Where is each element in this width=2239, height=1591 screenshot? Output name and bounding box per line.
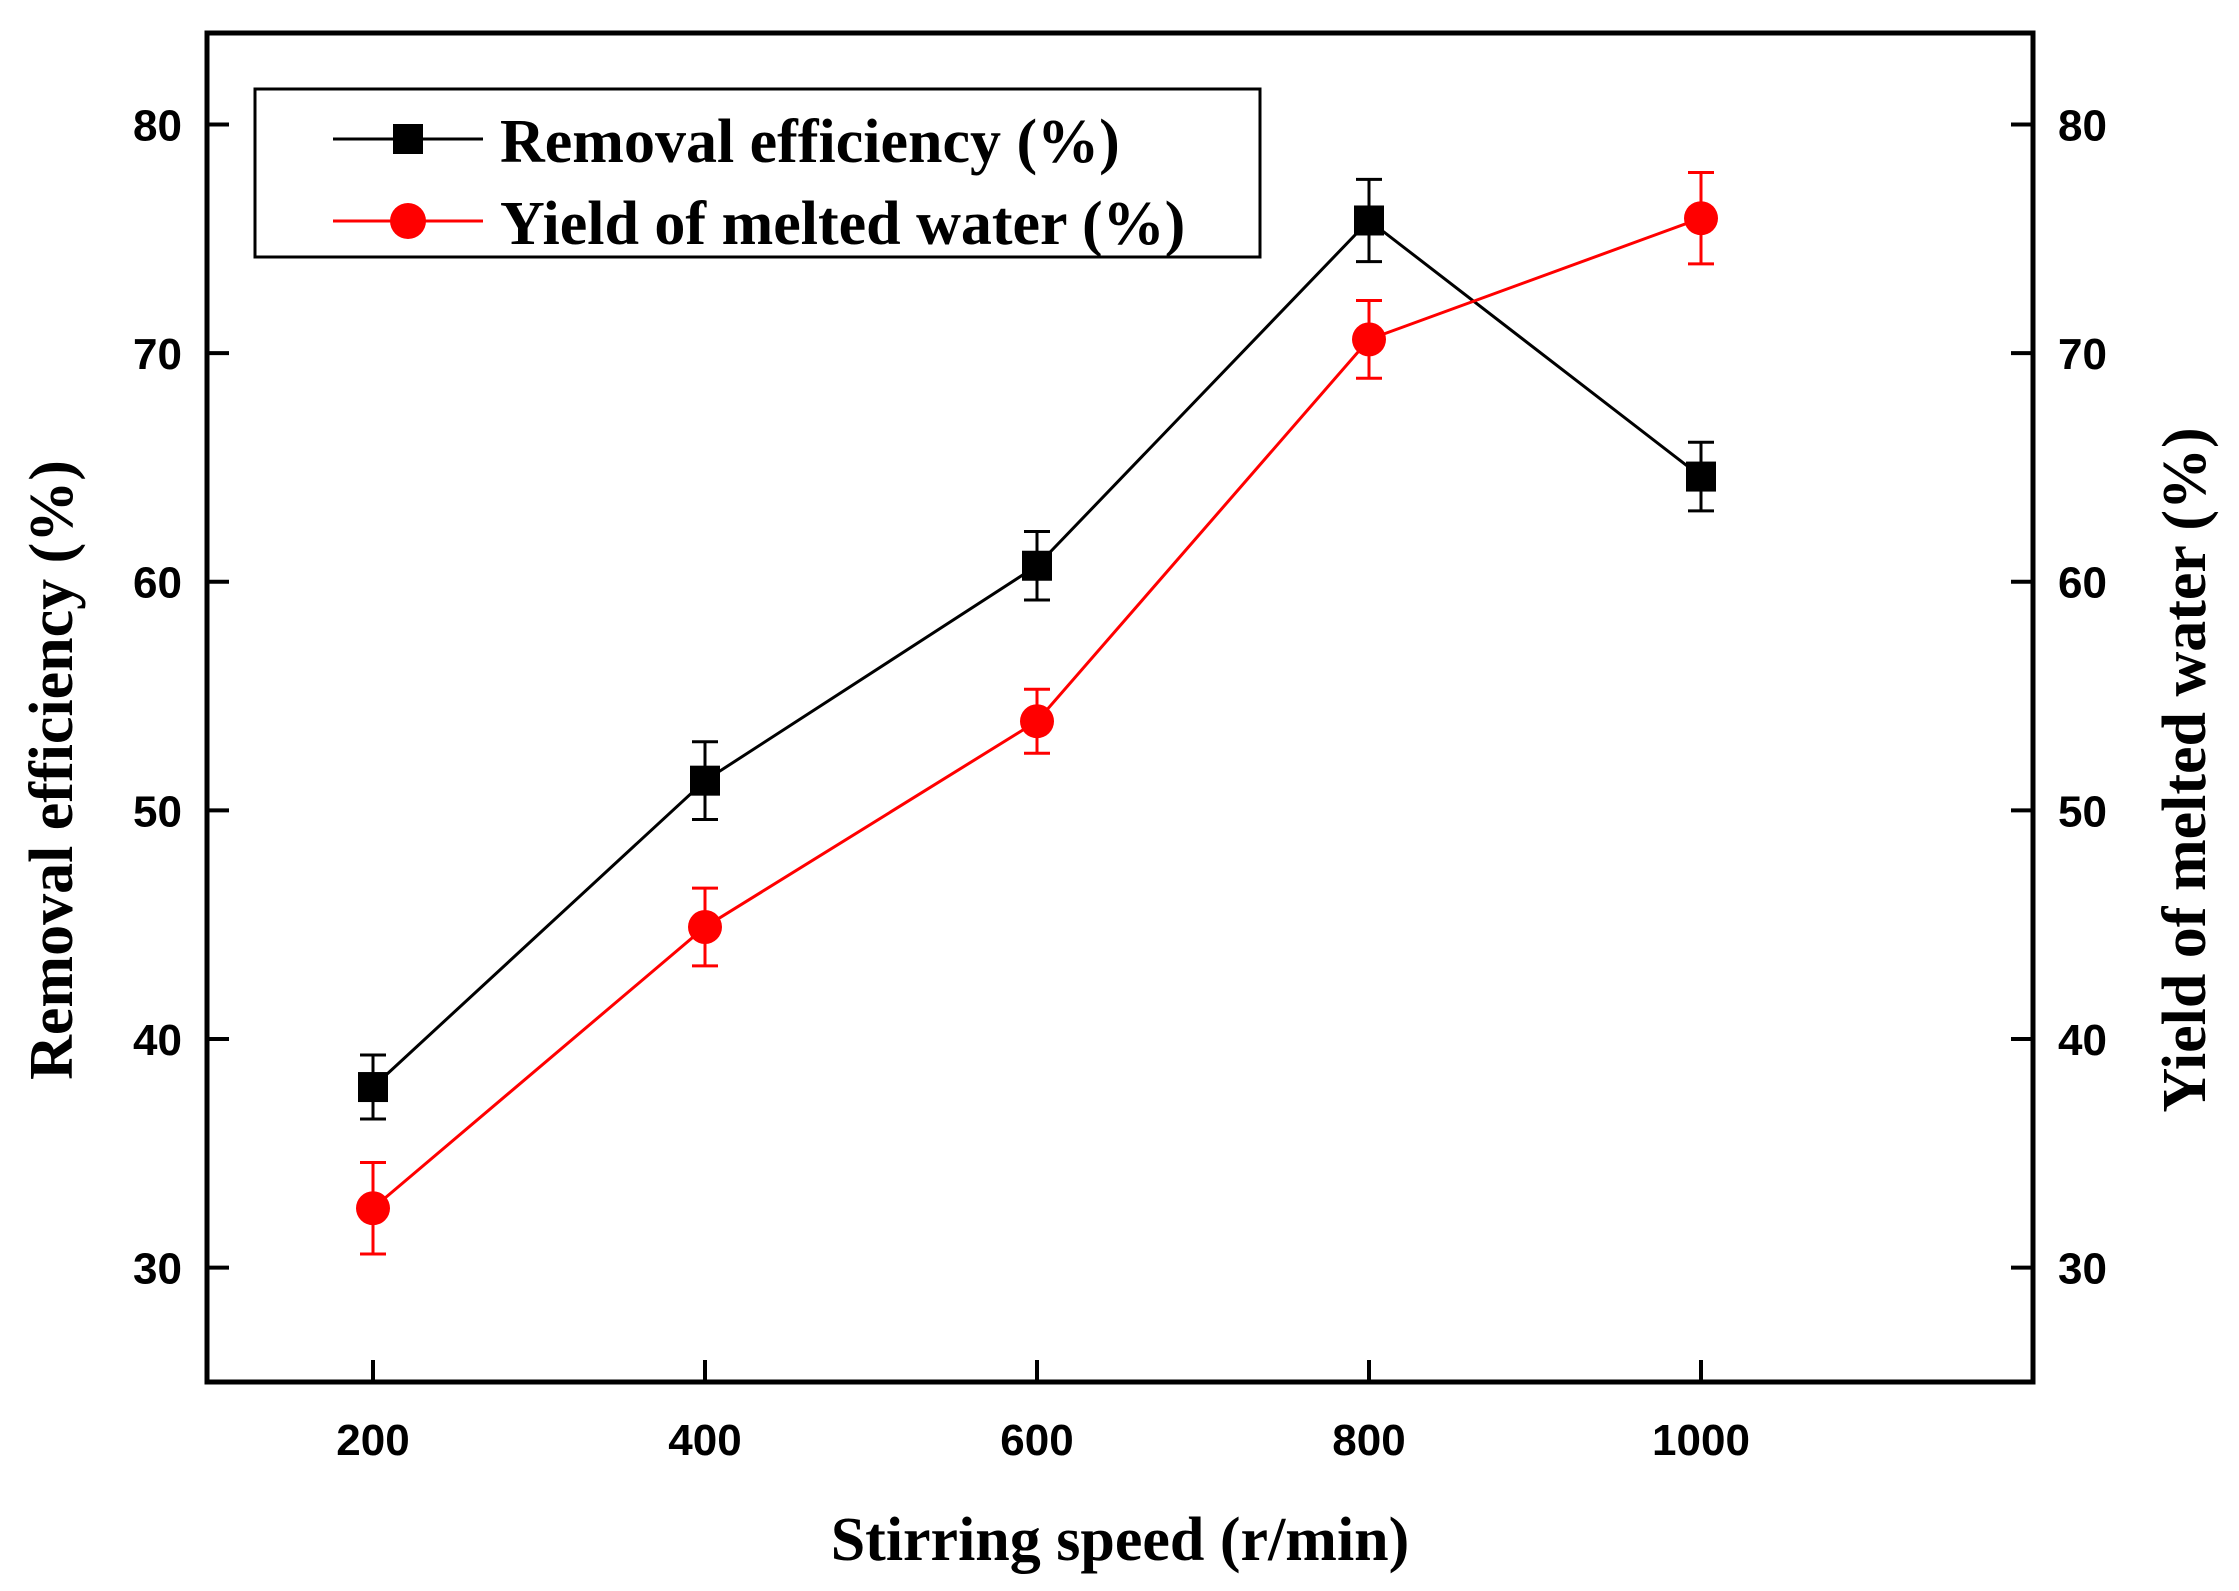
x-tick-label: 200 [336, 1416, 409, 1465]
data-point [1354, 205, 1384, 236]
plot-frame [204, 30, 2036, 1385]
series-0 [358, 177, 1716, 1121]
data-point [1020, 704, 1054, 739]
data-point [1684, 201, 1718, 236]
ticks-layer: 200 400 600 800 1000 30 30 40 40 50 50 60 60 70 70 80 80 [133, 101, 2107, 1465]
data-point [688, 909, 722, 944]
x-tick-label: 600 [1000, 1416, 1073, 1465]
legend-label-removal-efficiency: Removal efficiency (%) [500, 108, 1120, 176]
data-point [358, 1072, 388, 1103]
x-axis-title: Stirring speed (r/min) [831, 1506, 1410, 1574]
y-tick-label-right: 70 [2058, 330, 2107, 379]
x-tick-label: 800 [1332, 1416, 1405, 1465]
legend-label-yield-melted-water: Yield of melted water (%) [500, 190, 1185, 258]
y-tick-label-left: 40 [133, 1016, 182, 1065]
data-point [1352, 322, 1386, 357]
legend: Removal efficiency (%) Yield of melted w… [253, 87, 1262, 259]
x-tick-label: 400 [668, 1416, 741, 1465]
y-axis-title-left: Removal efficiency (%) [18, 460, 86, 1080]
y-axis-title-right: Yield of melted water (%) [2151, 427, 2219, 1112]
series-1 [356, 170, 1718, 1256]
series-layer [356, 170, 1718, 1256]
series-line [371, 218, 1702, 1089]
y-tick-label-left: 70 [133, 330, 182, 379]
y-tick-label-left: 50 [133, 787, 182, 836]
y-tick-label-right: 40 [2058, 1016, 2107, 1065]
legend-marker-removal-efficiency [393, 124, 423, 154]
data-point [690, 765, 720, 796]
data-point [356, 1191, 390, 1226]
x-tick-label: 1000 [1652, 1416, 1750, 1465]
y-tick-label-left: 80 [133, 101, 182, 150]
y-tick-label-right: 60 [2058, 559, 2107, 608]
data-point [1022, 550, 1052, 581]
y-tick-label-right: 50 [2058, 787, 2107, 836]
data-point [1686, 461, 1716, 492]
y-tick-label-left: 60 [133, 559, 182, 608]
y-tick-label-left: 30 [133, 1245, 182, 1294]
y-tick-label-right: 30 [2058, 1245, 2107, 1294]
y-tick-label-right: 80 [2058, 101, 2107, 150]
legend-marker-yield-melted-water [390, 203, 426, 239]
